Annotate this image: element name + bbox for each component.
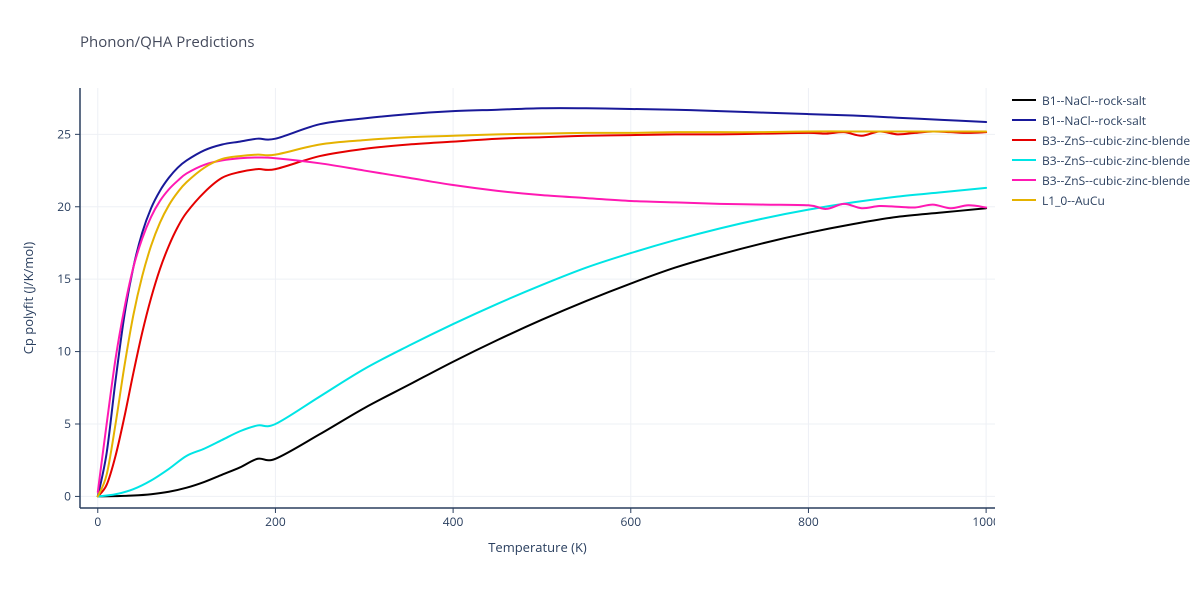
series-line xyxy=(98,131,986,496)
legend-label: B3--ZnS--cubic-zinc-blende xyxy=(1042,132,1190,149)
series-line xyxy=(98,108,986,496)
legend-item[interactable]: B1--NaCl--rock-salt xyxy=(1012,90,1190,110)
x-tick-label: 400 xyxy=(443,513,464,530)
legend-swatch xyxy=(1012,99,1036,101)
chart-svg: 0 200 400 600 800 1000 0 5 10 15 20 25 xyxy=(40,88,995,538)
x-tick-label: 600 xyxy=(620,513,641,530)
legend-item[interactable]: L1_0--AuCu xyxy=(1012,190,1190,210)
legend-swatch xyxy=(1012,199,1036,201)
legend-item[interactable]: B3--ZnS--cubic-zinc-blende xyxy=(1012,150,1190,170)
legend-label: B3--ZnS--cubic-zinc-blende xyxy=(1042,172,1190,189)
legend-item[interactable]: B3--ZnS--cubic-zinc-blende xyxy=(1012,130,1190,150)
legend-item[interactable]: B3--ZnS--cubic-zinc-blende xyxy=(1012,170,1190,190)
y-tick-label: 15 xyxy=(57,270,71,287)
series-line xyxy=(98,131,986,496)
y-tick-label: 20 xyxy=(57,198,71,215)
chart-title: Phonon/QHA Predictions xyxy=(80,32,255,52)
legend-swatch xyxy=(1012,179,1036,181)
legend-label: B3--ZnS--cubic-zinc-blende xyxy=(1042,152,1190,169)
y-tick-label: 10 xyxy=(57,343,71,360)
legend-item[interactable]: B1--NaCl--rock-salt xyxy=(1012,110,1190,130)
x-axis-label: Temperature (K) xyxy=(478,538,598,556)
x-tick-label: 1000 xyxy=(972,513,995,530)
series-line xyxy=(98,208,986,496)
legend-swatch xyxy=(1012,139,1036,141)
legend-swatch xyxy=(1012,119,1036,121)
series-line xyxy=(98,188,986,496)
legend-label: L1_0--AuCu xyxy=(1042,192,1105,209)
x-tick-label: 200 xyxy=(265,513,286,530)
legend-swatch xyxy=(1012,159,1036,161)
legend-label: B1--NaCl--rock-salt xyxy=(1042,92,1146,109)
legend: B1--NaCl--rock-salt B1--NaCl--rock-salt B3… xyxy=(1012,90,1190,210)
x-tick-label: 0 xyxy=(94,513,101,530)
x-tick-label: 800 xyxy=(798,513,819,530)
legend-label: B1--NaCl--rock-salt xyxy=(1042,112,1146,129)
series-line xyxy=(98,157,986,492)
y-tick-label: 0 xyxy=(64,487,71,504)
y-tick-label: 5 xyxy=(64,415,71,432)
y-axis-label: Cp polyfit (J/K/mol) xyxy=(19,242,37,355)
plot-area: 020040060080010000510152025 xyxy=(80,88,995,508)
y-tick-label: 25 xyxy=(57,125,71,142)
